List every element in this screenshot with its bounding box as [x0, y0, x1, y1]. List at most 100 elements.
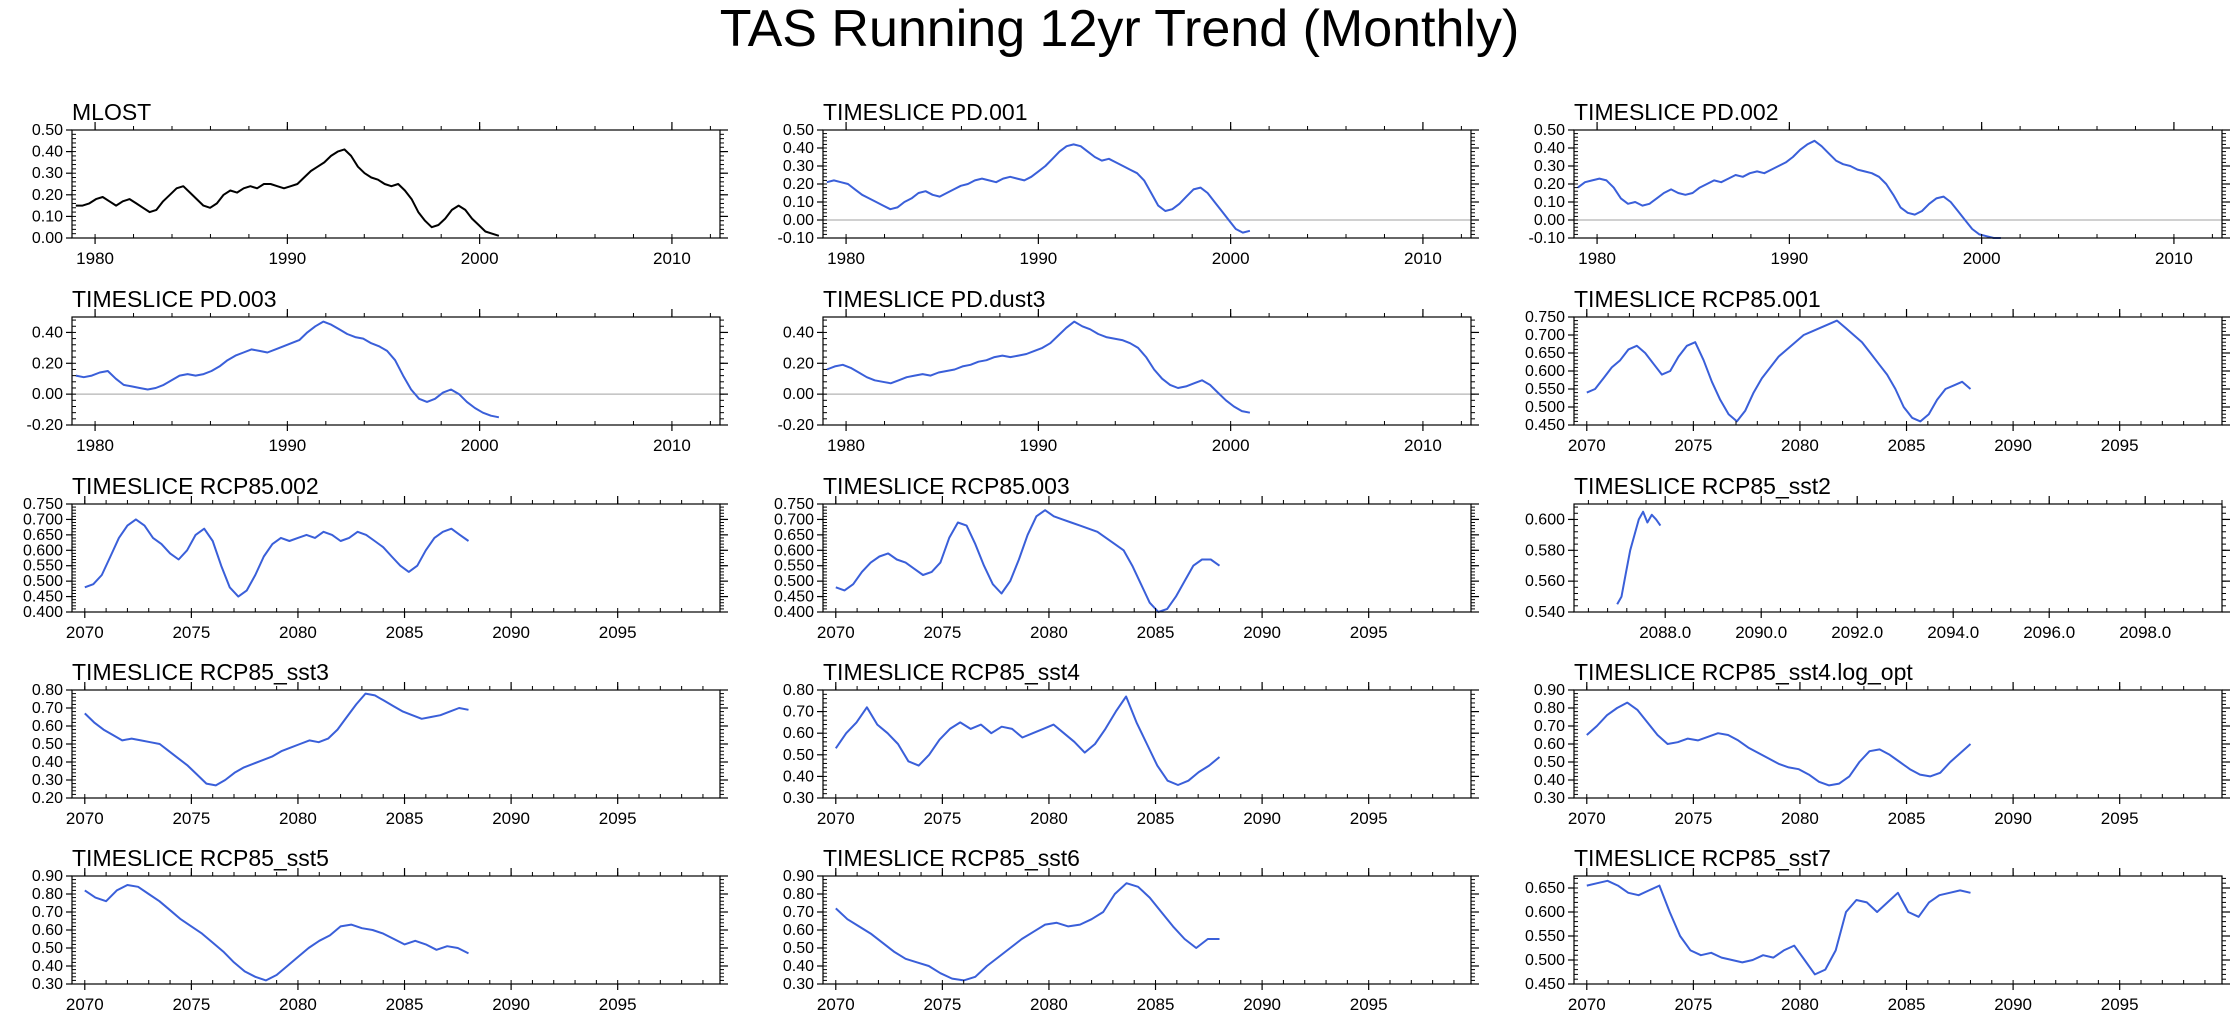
x-tick-label: 2080	[1030, 623, 1068, 642]
y-tick-label: 0.450	[23, 589, 63, 606]
x-tick-label: 2085	[1137, 809, 1175, 828]
x-tick-label: 1980	[76, 436, 114, 455]
panel-title: MLOST	[72, 99, 151, 125]
y-tick-label: 0.580	[1525, 542, 1565, 559]
x-tick-label: 2095	[1350, 995, 1388, 1014]
x-tick-label: 2090	[492, 623, 530, 642]
y-tick-label: 0.60	[783, 725, 814, 742]
y-tick-label: 0.750	[23, 496, 63, 513]
chart-panel-9: TIMESLICE RCP85_sst2 0.540 0.560 0.580 0.600…	[1525, 473, 2230, 642]
x-tick-label: 2085	[1137, 995, 1175, 1014]
x-tick-label: 2088.0	[1639, 623, 1691, 642]
y-tick-label: 0.80	[32, 682, 63, 699]
x-tick-label: 2075	[1674, 436, 1712, 455]
x-tick-label: 2095	[2101, 995, 2139, 1014]
x-tick-label: 2070	[1568, 436, 1606, 455]
x-tick-label: 2085	[1888, 436, 1926, 455]
x-tick-label: 2095	[599, 809, 637, 828]
x-tick-label: 2070	[817, 809, 855, 828]
y-tick-label: 0.20	[32, 187, 63, 204]
x-tick-label: 2075	[923, 623, 961, 642]
y-tick-label: 0.560	[1525, 573, 1565, 590]
x-tick-label: 2080	[1030, 995, 1068, 1014]
y-tick-label: 0.20	[32, 790, 63, 807]
x-tick-label: 2085	[1888, 995, 1926, 1014]
x-tick-label: 2075	[923, 809, 961, 828]
y-tick-label: 0.90	[783, 868, 814, 885]
y-tick-label: 0.700	[23, 511, 63, 528]
x-tick-label: 1990	[1019, 436, 1057, 455]
x-tick-label: 2070	[1568, 995, 1606, 1014]
x-tick-label: 2080	[1781, 995, 1819, 1014]
series-line-RCP85.003	[835, 509, 1221, 613]
y-tick-label: 0.60	[32, 922, 63, 939]
x-tick-label: 2075	[1674, 809, 1712, 828]
y-tick-label: 0.50	[1534, 122, 1565, 139]
panel-title: TIMESLICE RCP85.001	[1574, 286, 1821, 312]
y-tick-label: 0.700	[1525, 327, 1565, 344]
plot-frame	[71, 689, 721, 799]
panel-title: TIMESLICE RCP85_sst6	[823, 845, 1080, 871]
y-tick-label: 0.30	[783, 158, 814, 175]
x-tick-label: 2010	[1404, 249, 1442, 268]
x-tick-label: 2095	[599, 995, 637, 1014]
y-tick-label: 0.500	[1525, 952, 1565, 969]
y-tick-label: 0.50	[32, 122, 63, 139]
y-tick-label: -0.20	[27, 417, 64, 434]
x-tick-label: 2070	[66, 809, 104, 828]
x-tick-label: 2075	[923, 995, 961, 1014]
y-tick-label: 0.600	[1525, 904, 1565, 921]
y-tick-label: 0.600	[1525, 511, 1565, 528]
chart-panel-10: TIMESLICE RCP85_sst3 0.200.300.400.500.60…	[32, 659, 728, 828]
x-tick-label: 2090	[1994, 809, 2032, 828]
y-tick-label: 0.50	[783, 122, 814, 139]
series-line-RCP85_sst2	[1616, 510, 1662, 605]
y-tick-label: 0.450	[1525, 417, 1565, 434]
x-tick-label: 2000	[461, 436, 499, 455]
x-tick-label: 2080	[279, 623, 317, 642]
x-tick-label: 2080	[1781, 436, 1819, 455]
panel-title: TIMESLICE RCP85_sst4.log_opt	[1574, 659, 1913, 685]
x-tick-label: 2098.0	[2119, 623, 2171, 642]
plot-frame	[71, 503, 721, 613]
x-tick-label: 1990	[268, 249, 306, 268]
y-tick-label: 0.00	[32, 386, 63, 403]
y-tick-label: 0.500	[774, 573, 814, 590]
x-tick-label: 2085	[386, 995, 424, 1014]
y-tick-label: 0.00	[32, 230, 63, 247]
y-tick-label: 0.30	[1534, 790, 1565, 807]
y-tick-label: 0.450	[774, 589, 814, 606]
plot-frame	[822, 503, 1472, 613]
plot-frame	[1573, 129, 2223, 239]
y-tick-label: 0.70	[32, 700, 63, 717]
x-tick-label: 2010	[653, 249, 691, 268]
x-tick-label: 2010	[653, 436, 691, 455]
plot-frame	[71, 875, 721, 985]
y-tick-label: 0.50	[783, 940, 814, 957]
x-tick-label: 2080	[279, 809, 317, 828]
x-tick-label: 2090	[1243, 623, 1281, 642]
chart-panel-15: TIMESLICE RCP85_sst7 0.450 0.500 0.550 0.600…	[1525, 845, 2230, 1014]
y-tick-label: 0.60	[32, 718, 63, 735]
y-tick-label: 0.550	[1525, 381, 1565, 398]
y-tick-label: 0.50	[783, 747, 814, 764]
x-tick-label: 2090	[1243, 995, 1281, 1014]
x-tick-label: 2000	[461, 249, 499, 268]
y-tick-label: -0.10	[778, 230, 815, 247]
y-tick-label: 0.550	[23, 558, 63, 575]
y-tick-label: 0.600	[774, 542, 814, 559]
x-tick-label: 2080	[1030, 809, 1068, 828]
panel-title: TIMESLICE PD.dust3	[823, 286, 1045, 312]
x-tick-label: 2090	[1243, 809, 1281, 828]
chart-panel-12: TIMESLICE RCP85_sst4.log_opt 0.300.400.50…	[1534, 659, 2230, 828]
series-line-RCP85_sst4	[834, 695, 1221, 786]
y-tick-label: 0.70	[32, 904, 63, 921]
y-tick-label: 0.540	[1525, 604, 1565, 621]
plot-frame	[1573, 875, 2223, 985]
series-line-PD.001	[826, 143, 1251, 234]
chart-panel-13: TIMESLICE RCP85_sst5 0.300.400.500.600.70…	[32, 845, 728, 1014]
x-tick-label: 1980	[827, 436, 865, 455]
plot-frame	[822, 875, 1472, 985]
panel-title: TIMESLICE PD.001	[823, 99, 1028, 125]
